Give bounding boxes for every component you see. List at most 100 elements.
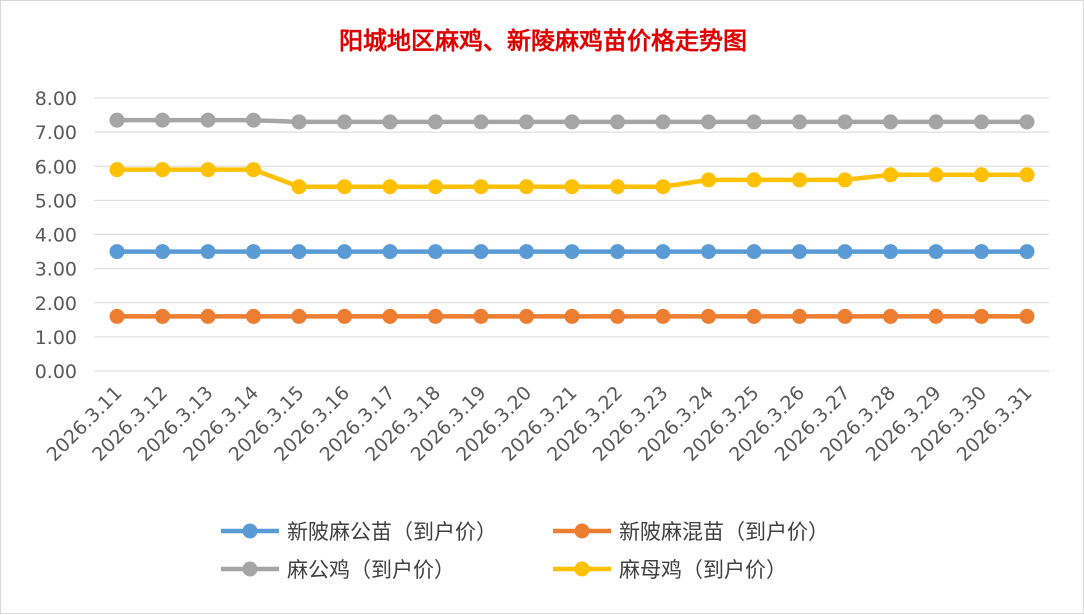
data-point [883,167,898,183]
data-point [155,244,170,260]
grid-layer [94,97,1049,372]
data-point [837,114,853,130]
y-axis-ticks: 0.00 1.00 2.00 3.00 4.00 5.00 6.00 7.00 8.00 [35,88,77,383]
data-point [610,114,625,130]
data-point [200,308,216,324]
data-point [428,308,443,324]
data-point [792,114,807,130]
legend-label: 麻公鸡（到户价） [287,558,455,582]
data-point [974,244,989,260]
data-point [564,114,580,130]
data-point [155,162,170,178]
data-point [382,114,398,130]
y-tick-label: 1.00 [35,327,77,349]
data-point [291,244,307,260]
series-0 [109,244,1035,260]
legend-label: 麻母鸡（到户价） [619,558,787,582]
data-point [246,244,261,260]
data-point [610,244,625,260]
data-point [200,244,216,260]
data-point [746,308,762,324]
data-point [837,308,853,324]
data-point [928,167,944,183]
data-point [382,308,398,324]
data-point [883,308,898,324]
data-point [246,308,261,324]
data-point [564,179,580,195]
legend-swatch-marker [574,561,590,577]
data-point [746,244,762,260]
data-point [974,167,989,183]
data-point [473,179,489,195]
y-tick-label: 3.00 [35,259,77,281]
data-point [519,308,534,324]
data-point [155,112,170,128]
data-point [1019,167,1035,183]
legend-item: 新陂麻公苗（到户价） [221,520,497,544]
y-tick-label: 8.00 [35,88,77,110]
legend-label: 新陂麻公苗（到户价） [287,520,497,544]
data-point [473,244,489,260]
data-point [200,112,216,128]
data-point [291,179,307,195]
legend-swatch-marker [574,523,590,539]
data-point [746,114,762,130]
data-point [928,308,944,324]
data-point [701,114,716,130]
data-point [974,308,989,324]
y-tick-label: 4.00 [35,225,77,247]
data-point [1019,114,1035,130]
data-point [564,308,580,324]
y-tick-label: 0.00 [35,361,77,383]
data-point [291,114,307,130]
series-1 [109,308,1035,324]
data-point [109,244,125,260]
y-tick-label: 2.00 [35,293,77,315]
chart-title: 阳城地区麻鸡、新陵麻鸡苗价格走势图 [339,26,747,55]
data-point [519,179,534,195]
data-point [746,172,762,188]
legend-item: 麻公鸡（到户价） [221,558,455,582]
data-point [382,244,398,260]
legend: 新陂麻公苗（到户价） 新陂麻混苗（到户价） 麻公鸡（到户价） 麻母鸡（到户价） [221,520,829,582]
data-point [200,162,216,178]
data-point [701,172,716,188]
data-point [337,308,352,324]
data-point [1019,308,1035,324]
data-point [610,308,625,324]
y-tick-label: 7.00 [35,122,77,144]
data-point [1019,244,1035,260]
data-point [473,308,489,324]
data-point [428,114,443,130]
data-point [610,179,625,195]
data-point [655,114,671,130]
data-point [792,308,807,324]
data-point [564,244,580,260]
data-point [519,244,534,260]
data-point [337,179,352,195]
data-point [109,112,125,128]
data-point [428,179,443,195]
data-point [337,114,352,130]
data-point [246,112,261,128]
x-axis-ticks: 2026.3.112026.3.122026.3.132026.3.142026… [43,382,1037,466]
data-point [337,244,352,260]
data-point [928,114,944,130]
data-point [928,244,944,260]
data-point [974,114,989,130]
legend-swatch-marker [242,523,258,539]
data-point [883,244,898,260]
data-point [246,162,261,178]
data-point [655,179,671,195]
data-point [109,308,125,324]
data-point [382,179,398,195]
legend-item: 新陂麻混苗（到户价） [553,520,829,544]
data-point [291,308,307,324]
data-point [155,308,170,324]
data-point [109,162,125,178]
data-point [883,114,898,130]
data-point [473,114,489,130]
data-point [792,172,807,188]
